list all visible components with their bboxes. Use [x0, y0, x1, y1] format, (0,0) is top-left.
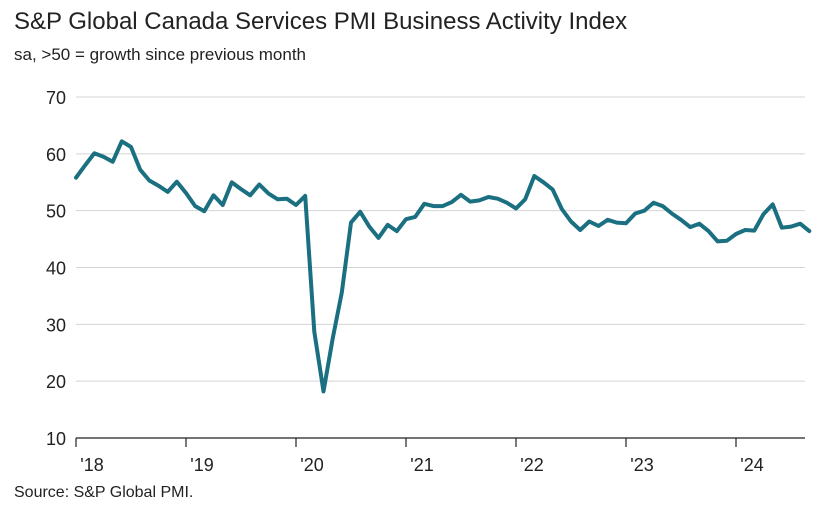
- series-lines: [74, 139, 812, 394]
- x-tick-label: '24: [740, 455, 763, 475]
- x-tick-label: '23: [630, 455, 653, 475]
- x-tick-label: '18: [80, 455, 103, 475]
- gridlines: [76, 96, 805, 382]
- source-note: Source: S&P Global PMI.: [14, 484, 194, 501]
- x-tick-label: '20: [300, 455, 323, 475]
- chart-subtitle: sa, >50 = growth since previous month: [14, 45, 306, 64]
- y-tick-label: 70: [46, 88, 66, 108]
- y-tick-label: 60: [46, 145, 66, 165]
- y-tick-label: 40: [46, 259, 66, 279]
- chart-title: S&P Global Canada Services PMI Business …: [14, 8, 628, 35]
- y-tick-label: 20: [46, 372, 66, 392]
- x-axis: '18 '19 '20 '21 '22 '23 '24: [75, 437, 805, 475]
- series-line-0: [74, 139, 812, 394]
- x-tick-label: '21: [410, 455, 433, 475]
- y-tick-label: 10: [46, 429, 66, 449]
- y-tick-label: 50: [46, 202, 66, 222]
- y-axis-ticks: 70 60 50 40 30 20 10: [46, 88, 66, 449]
- x-tick-label: '19: [190, 455, 213, 475]
- y-tick-label: 30: [46, 315, 66, 335]
- x-tick-label: '22: [520, 455, 543, 475]
